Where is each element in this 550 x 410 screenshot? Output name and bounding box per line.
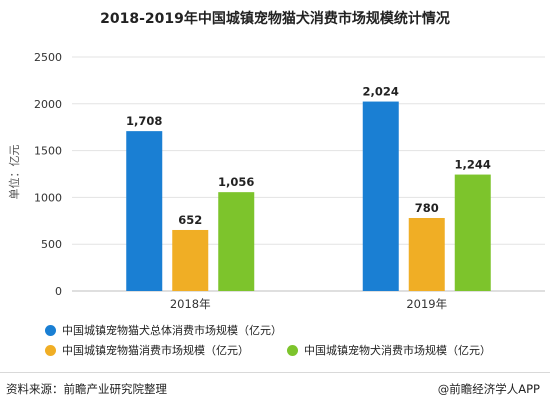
legend-item-total: 中国城镇宠物猫犬总体消费市场规模（亿元） (45, 322, 282, 338)
bar (362, 101, 399, 292)
legend-item-cat: 中国城镇宠物猫消费市场规模（亿元） (45, 342, 249, 358)
legend-swatch-cat (45, 344, 56, 356)
y-tick-label: 1000 (34, 191, 62, 204)
bar (454, 174, 491, 291)
bar-data-label: 780 (415, 201, 439, 215)
y-axis-label: 单位：亿元 (7, 145, 21, 200)
bar (408, 217, 445, 291)
legend-label-cat: 中国城镇宠物猫消费市场规模（亿元） (62, 344, 249, 357)
y-tick-label: 2000 (34, 98, 62, 111)
bar (126, 131, 163, 291)
y-tick-label: 1500 (34, 145, 62, 158)
bar (172, 229, 209, 291)
legend-swatch-total (45, 324, 56, 336)
x-tick-label: 2019年 (406, 297, 447, 311)
y-tick-label: 2500 (34, 51, 62, 64)
bar-data-label: 1,056 (218, 175, 254, 189)
y-tick-label: 500 (41, 238, 62, 251)
bar-data-label: 652 (178, 213, 202, 227)
legend-label-dog: 中国城镇宠物犬消费市场规模（亿元） (304, 344, 491, 357)
source-note: 资料来源：前瞻产业研究院整理 (6, 382, 167, 396)
chart-title: 2018-2019年中国城镇宠物猫犬消费市场规模统计情况 (100, 11, 450, 27)
footer: 资料来源：前瞻产业研究院整理 @前瞻经济学人APP (0, 372, 550, 410)
bar (218, 192, 255, 291)
legend-swatch-dog (287, 344, 298, 356)
y-tick-label: 0 (55, 285, 62, 298)
legend-item-dog: 中国城镇宠物犬消费市场规模（亿元） (287, 342, 491, 358)
x-tick-label: 2018年 (170, 297, 211, 311)
bar-chart: 0 500 1000 1500 2000 2500 单位：亿元 1,708 652 1,056 20… (7, 51, 545, 311)
legend-label-total: 中国城镇宠物猫犬总体消费市场规模（亿元） (62, 324, 282, 337)
bar-data-label: 2,024 (363, 85, 399, 99)
brand-credit: @前瞻经济学人APP (437, 382, 540, 396)
bar-data-label: 1,244 (455, 158, 491, 172)
bar-data-label: 1,708 (126, 114, 162, 128)
